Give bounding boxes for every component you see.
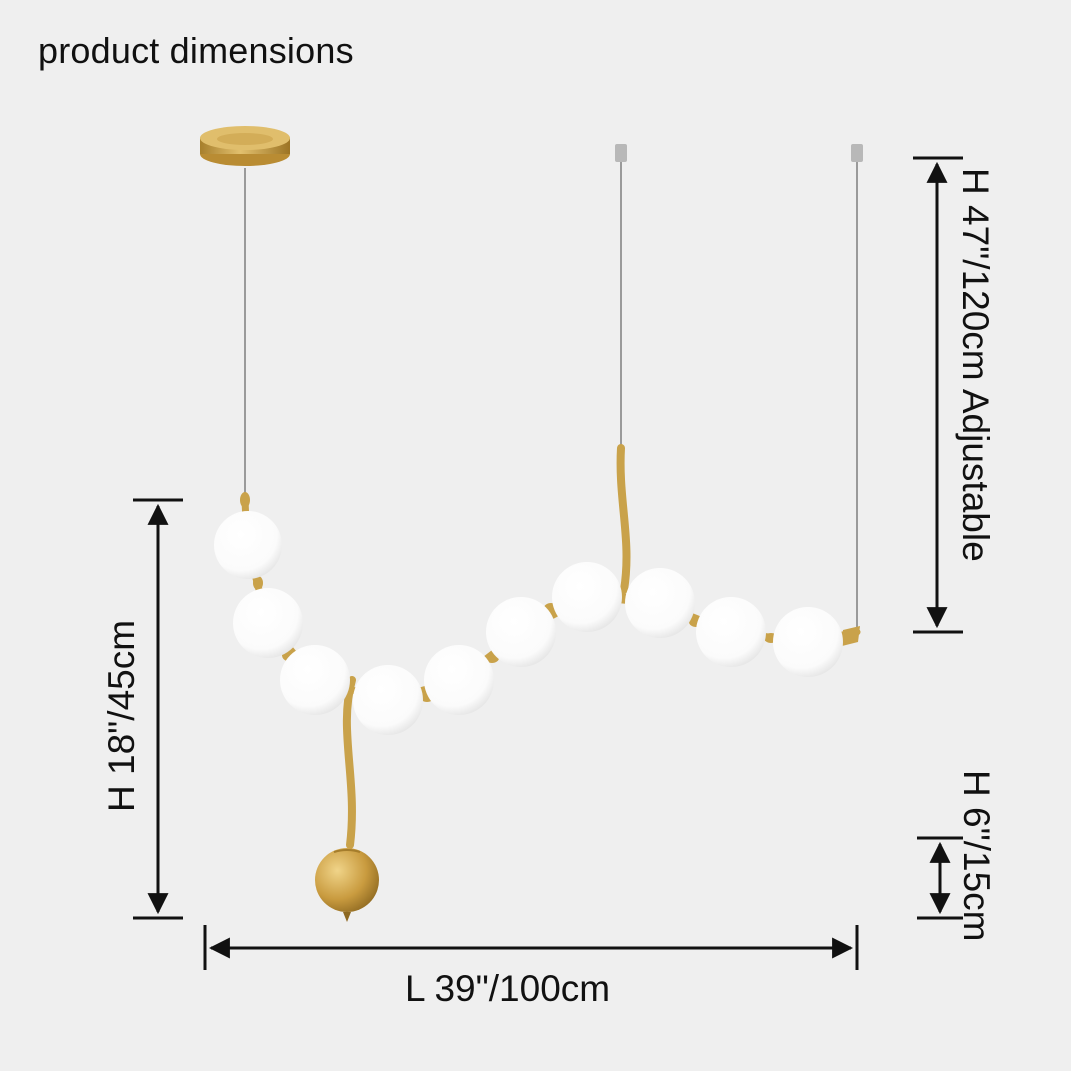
ceiling-canopy [200,126,290,166]
suspension-wires [244,160,858,632]
globe [214,511,282,579]
globe [233,588,303,658]
globe [486,597,556,667]
dimension-lines [133,156,963,970]
body-height-label: H 18"/45cm [101,619,142,812]
globe [552,562,622,632]
glass-globes [214,511,843,735]
page-title: product dimensions [38,30,354,71]
globe [696,597,766,667]
globe [625,568,695,638]
brass-ball-pendant [315,848,379,922]
globe [280,645,350,715]
globe [353,665,423,735]
overall-height-label: H 47"/120cm Adjustable [955,168,996,562]
length-label: L 39"/100cm [405,968,611,1009]
pendant-height-label: H 6"/15cm [956,770,997,942]
cable-grips [615,144,863,162]
globe [424,645,494,715]
globe [773,607,843,677]
